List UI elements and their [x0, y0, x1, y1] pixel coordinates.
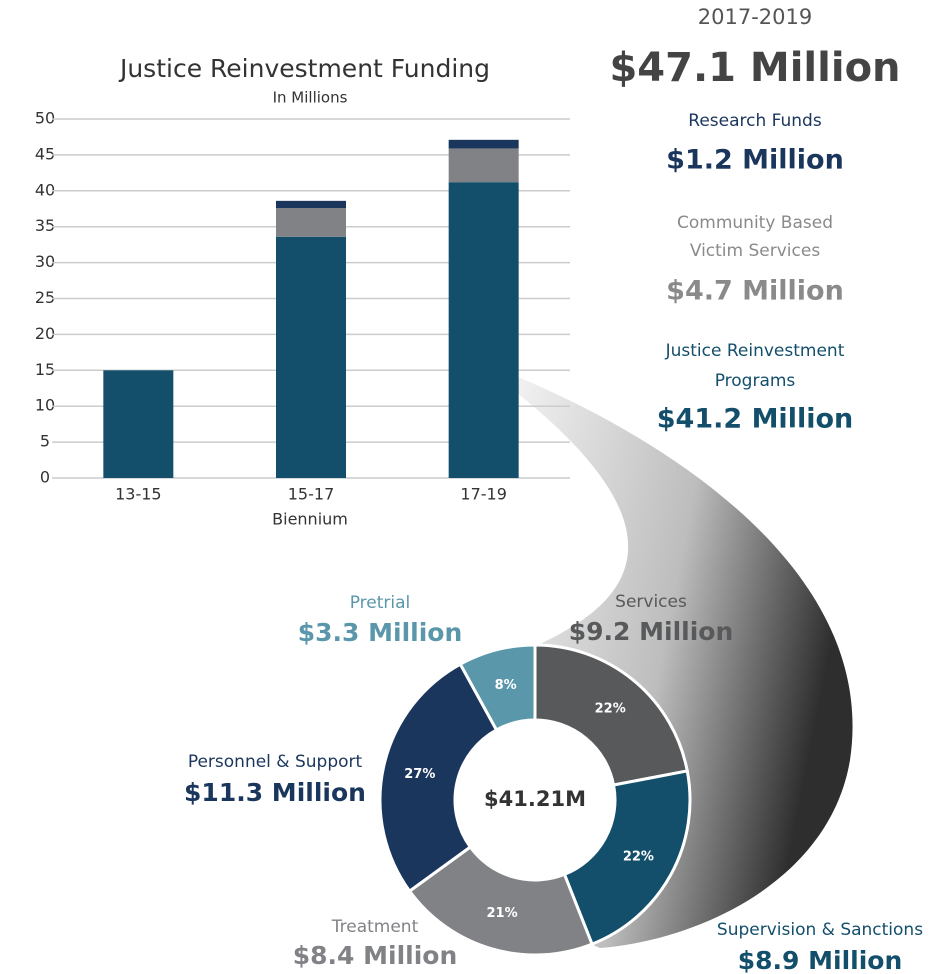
- slice-amount: $8.9 Million: [738, 946, 903, 974]
- period: 2017-2019: [698, 5, 812, 29]
- slice-name: Pretrial: [350, 593, 411, 613]
- summary-label: Justice Reinvestment: [665, 341, 845, 361]
- bar-segment: [276, 200, 346, 209]
- slice-name: Supervision & Sanctions: [717, 920, 923, 940]
- slice-amount: $9.2 Million: [569, 617, 734, 646]
- bar-segment: [276, 208, 346, 237]
- bar-segment: [448, 148, 519, 183]
- x-tick-label: 13-15: [115, 485, 162, 504]
- slice-amount: $3.3 Million: [298, 618, 463, 647]
- y-tick-label: 25: [35, 288, 55, 307]
- slice-amount: $11.3 Million: [184, 778, 366, 807]
- bar-segment: [276, 236, 346, 478]
- y-tick-label: 50: [35, 109, 55, 128]
- summary-amount: $4.7 Million: [666, 276, 844, 307]
- summary-label: Victim Services: [690, 241, 821, 261]
- slice-amount: $8.4 Million: [293, 941, 458, 970]
- x-tick-label: 15-17: [288, 485, 335, 504]
- center-label: $41.21M: [484, 787, 586, 811]
- bar-segment: [448, 182, 519, 478]
- slice-percent: 22%: [623, 849, 654, 864]
- summary-label: Research Funds: [688, 111, 822, 131]
- y-tick-label: 10: [35, 396, 55, 415]
- slice-name: Personnel & Support: [188, 752, 363, 772]
- summary-amount: $41.2 Million: [657, 404, 853, 435]
- bar-segment: [103, 370, 174, 478]
- chart-title: Justice Reinvestment Funding: [118, 54, 490, 83]
- y-tick-label: 30: [35, 252, 55, 271]
- y-tick-label: 5: [40, 432, 50, 451]
- bar-chart: Justice Reinvestment Funding In Millions 0…: [35, 54, 570, 529]
- donut-chart: 22% Services $9.2 Million 22% Supervision & …: [184, 592, 923, 974]
- y-tick-label: 35: [35, 216, 55, 235]
- donut-slice: [407, 844, 595, 957]
- slice-percent: 8%: [495, 678, 517, 693]
- x-tick-label: 17-19: [460, 485, 507, 504]
- slice-name: Services: [615, 592, 687, 612]
- summary-amount: $1.2 Million: [666, 145, 844, 176]
- slice-name: Treatment: [331, 917, 419, 937]
- y-tick-label: 0: [40, 468, 50, 487]
- slice-percent: 27%: [404, 767, 435, 782]
- chart-subtitle: In Millions: [273, 89, 348, 107]
- slice-percent: 21%: [487, 906, 518, 921]
- y-tick-label: 40: [35, 180, 55, 199]
- summary-label: Community Based: [677, 213, 833, 233]
- donut-slice: [458, 643, 537, 732]
- slice-percent: 22%: [595, 702, 626, 717]
- donut-slice: [562, 769, 692, 947]
- y-tick-label: 20: [35, 324, 55, 343]
- donut-slice: [533, 643, 690, 787]
- bar-segment: [448, 139, 519, 149]
- donut-slice: [378, 662, 499, 894]
- y-tick-label: 15: [35, 360, 55, 379]
- x-axis-label: Biennium: [272, 510, 348, 529]
- summary-label: Programs: [715, 371, 796, 391]
- total: $47.1 Million: [609, 45, 900, 91]
- summary-panel: 2017-2019 $47.1 Million Research Funds $1.2…: [609, 5, 900, 435]
- y-tick-label: 45: [35, 144, 55, 163]
- swoosh: [470, 358, 853, 948]
